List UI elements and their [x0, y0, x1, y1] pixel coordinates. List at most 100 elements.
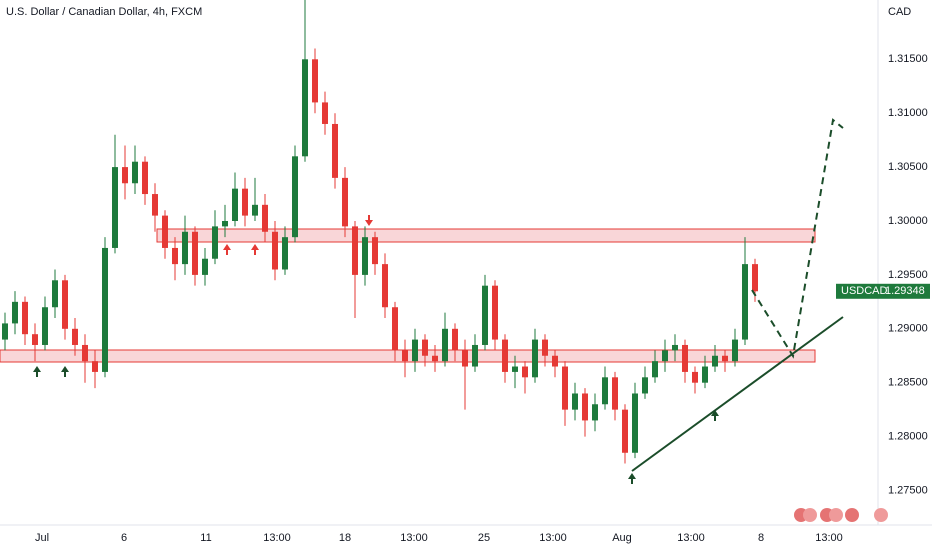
y-tick-label: 1.31500: [888, 53, 928, 65]
x-tick-label: Jul: [35, 532, 49, 544]
x-tick-label: 6: [121, 532, 127, 544]
y-tick-label: 1.30000: [888, 215, 928, 227]
body: [632, 393, 638, 453]
body: [642, 377, 648, 394]
body: [322, 102, 328, 124]
body: [492, 285, 498, 340]
body: [542, 339, 548, 356]
body: [162, 215, 168, 248]
flags: [794, 508, 888, 522]
body: [132, 161, 138, 184]
chart-title: U.S. Dollar / Canadian Dollar, 4h, FXCM: [6, 6, 202, 18]
body: [552, 355, 558, 367]
body: [472, 344, 478, 367]
body: [562, 366, 568, 410]
body: [732, 339, 738, 362]
body: [652, 361, 658, 378]
body: [282, 237, 288, 270]
body: [392, 307, 398, 351]
body: [242, 188, 248, 216]
body: [352, 226, 358, 275]
body: [372, 237, 378, 265]
body: [702, 366, 708, 383]
y-tick-label: 1.30500: [888, 161, 928, 173]
body: [232, 188, 238, 221]
body: [612, 377, 618, 410]
body: [332, 123, 338, 178]
y-tick-label: 1.31000: [888, 107, 928, 119]
body: [142, 161, 148, 195]
body: [522, 366, 528, 378]
body: [312, 59, 318, 103]
projection: [751, 118, 844, 359]
body: [742, 264, 748, 340]
x-tick-label: 8: [758, 532, 764, 544]
candles: [2, 0, 758, 464]
symbol: USDCAD: [841, 285, 888, 297]
y-tick-label: 1.29500: [888, 269, 928, 281]
trend-line: [631, 316, 844, 472]
x-tick-label: 13:00: [400, 532, 428, 544]
body: [42, 307, 48, 345]
body: [22, 301, 28, 335]
body: [272, 231, 278, 270]
body: [712, 355, 718, 367]
body: [52, 280, 58, 308]
body: [442, 328, 448, 362]
body: [222, 220, 228, 227]
body: [432, 355, 438, 362]
currency: CAD: [888, 6, 911, 18]
up-arrows: [33, 366, 719, 484]
body: [72, 328, 78, 345]
body: [422, 339, 428, 356]
y-tick-label: 1.28500: [888, 377, 928, 389]
body: [582, 393, 588, 421]
body: [82, 344, 88, 362]
body: [202, 258, 208, 275]
x-tick-label: Aug: [612, 532, 632, 544]
x-tick-label: 11: [200, 532, 211, 544]
body: [402, 350, 408, 362]
body: [152, 194, 158, 216]
y-tick-label: 1.27500: [888, 484, 928, 496]
y-tick-label: 1.29000: [888, 323, 928, 335]
body: [592, 404, 598, 421]
price-tag-box: [836, 283, 930, 299]
price-tag: USDCAD 1.29348: [836, 283, 930, 299]
body: [502, 339, 508, 372]
body: [302, 59, 308, 157]
resistance-zone: [156, 228, 816, 243]
x-tick-label: 18: [339, 532, 351, 544]
body: [662, 350, 668, 362]
body: [12, 301, 18, 324]
body: [172, 247, 178, 265]
body: [342, 177, 348, 227]
x-tick-label: 13:00: [263, 532, 291, 544]
body: [2, 323, 8, 340]
signal-arrows: [223, 215, 373, 255]
last-price: 1.29348: [885, 285, 925, 297]
body: [212, 226, 218, 259]
body: [192, 231, 198, 275]
body: [692, 371, 698, 383]
body: [512, 366, 518, 372]
body: [672, 344, 678, 351]
body: [112, 167, 118, 248]
body: [722, 355, 728, 362]
body: [182, 231, 188, 265]
body: [252, 204, 258, 216]
body: [62, 280, 68, 329]
body: [382, 264, 388, 308]
body: [122, 167, 128, 184]
body: [752, 264, 758, 292]
x-tick-label: 25: [478, 532, 490, 544]
body: [572, 393, 578, 410]
body: [682, 344, 688, 372]
body: [482, 285, 488, 345]
body: [32, 334, 38, 345]
body: [462, 350, 468, 367]
x-tick-label: 13:00: [815, 532, 843, 544]
x-tick-label: 13:00: [677, 532, 705, 544]
